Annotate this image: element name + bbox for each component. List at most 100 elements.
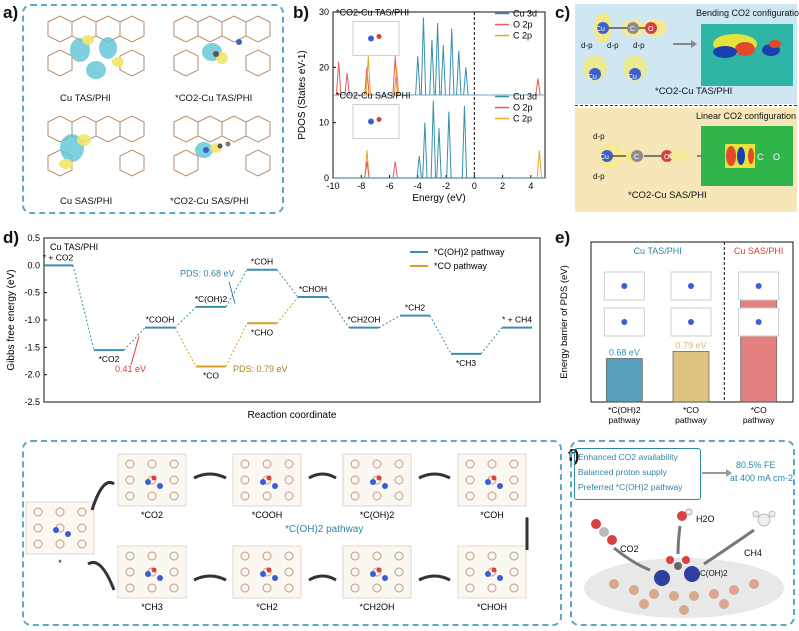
inset-atom [368, 35, 374, 42]
atom-label: C [634, 154, 639, 161]
bar [605, 358, 643, 403]
cycle-arrow [193, 574, 227, 582]
pdos-peak [416, 155, 422, 179]
panel-c-bottom-title: Linear CO2 configuration [696, 111, 797, 121]
state-label: *COOH [146, 315, 175, 325]
lattice-image [47, 115, 145, 177]
panel-c-letter: c) [555, 3, 571, 22]
copper-atom [272, 575, 278, 581]
lattice-ring [169, 567, 179, 577]
lattice-ring [394, 459, 404, 469]
lattice-ring [350, 567, 360, 577]
step-label: *COOH [252, 510, 283, 520]
lattice-ring [284, 475, 294, 485]
reaction-cycle: * *CO2 *COOH *C(OH)2 *COH *CHOH *CH2OH *CH2 *CH3 [25, 453, 529, 612]
pdos-peak [461, 106, 468, 179]
panel-a-label-2: *CO2-Cu TAS/PHI [175, 93, 253, 104]
pdos-peak [429, 39, 435, 96]
lattice-ring [125, 551, 135, 561]
panel-c-bottom-caption: *CO2-Cu SAS/PHI [628, 190, 707, 201]
step-label: *CH3 [141, 602, 163, 612]
lattice-ring [240, 551, 250, 561]
panel-f-illustration: CO2 H2O CH4 C(OH)2 [584, 508, 784, 618]
bar-value-label: 0.68 eV [609, 347, 640, 357]
panel-f-letter: f) [568, 446, 580, 465]
copper-atom [497, 575, 503, 581]
oxygen-atom [645, 22, 657, 34]
lattice-ring [465, 475, 475, 485]
lattice-ring [465, 567, 475, 577]
connector [174, 306, 197, 329]
step-label: * [58, 558, 62, 568]
lattice-ring [372, 459, 382, 469]
copper-atom [260, 479, 266, 485]
state-label: *C(OH)2 [195, 294, 228, 304]
pdos-peak [456, 50, 462, 96]
pdos-peak [364, 161, 370, 179]
y-tick-label: 10 [319, 118, 329, 128]
x-axis-label: Reaction coordinate [248, 410, 337, 421]
copper-atom [145, 571, 151, 577]
y-axis-label: Energy barrier of PDS (eV) [559, 265, 570, 379]
lattice-ring [240, 491, 250, 501]
subplot-title: *CO2-Cu TAS/PHI [336, 8, 409, 18]
category-label: pathway [675, 415, 707, 425]
structure-panel [25, 501, 95, 555]
structure-panel [457, 545, 527, 599]
legend-label: C 2p [513, 31, 532, 41]
cycle-structure [117, 545, 187, 599]
step-label: *COH [480, 510, 504, 520]
lattice-ring [33, 523, 43, 533]
pdos-peak [440, 45, 446, 96]
inset-structure [670, 271, 712, 301]
pdos-peak [422, 122, 428, 179]
cycle-arrow [418, 472, 451, 480]
connector [123, 327, 146, 351]
copper-atom [597, 22, 609, 34]
copper-atom [370, 479, 376, 485]
lattice-ring [372, 491, 382, 501]
structure-panel [117, 453, 187, 507]
panel-a-structure-3 [38, 112, 146, 188]
cycle-center-label: *C(OH)2 pathway [285, 524, 364, 535]
cycle-structure [232, 453, 302, 507]
species-label: H2O [696, 514, 715, 524]
lattice-ring [55, 539, 65, 549]
cycle-arrow [308, 574, 337, 582]
copper-atom [65, 531, 71, 537]
adsorbate-atom [491, 475, 497, 481]
lattice-ring [394, 475, 404, 485]
state-label: *CO2 [99, 354, 120, 364]
lattice-ring [284, 583, 294, 593]
structure-panel [342, 453, 412, 507]
inset-atom [755, 283, 762, 289]
state-label: *CHOH [299, 284, 327, 294]
cycle-structure [342, 453, 412, 507]
panel-a-frame: Cu TAS/PHI *CO2-Cu TAS/PHI Cu SAS/PHI [22, 4, 284, 214]
lattice-ring [147, 459, 157, 469]
panel-c-divider [575, 105, 797, 106]
y-axis-label: PDOS (States eV-1) [297, 50, 308, 139]
connector [429, 315, 452, 355]
pdos-peak [392, 56, 398, 96]
annotation: PDS: 0.79 eV [233, 364, 288, 374]
lattice-ring [55, 507, 65, 517]
lattice-ring [77, 507, 87, 517]
adsorbate-atom [151, 567, 157, 573]
atom-label: Cu [588, 74, 597, 81]
bond-label: d-p [607, 41, 619, 50]
panel-a-letter: a) [3, 3, 19, 22]
connector [225, 269, 248, 308]
pds-barrier-chart: Energy barrier of PDS (eV) Cu TAS/PHI Cu S… [559, 241, 794, 425]
legend-label: Cu 3d [513, 9, 537, 19]
lattice-ring [284, 491, 294, 501]
panel-f-bullet-2: Balanced proton supply [578, 467, 667, 477]
category-label: *C(OH)2 [608, 405, 641, 415]
state-label: *CH3 [456, 358, 477, 368]
lattice-ring [240, 567, 250, 577]
lattice-ring [350, 475, 360, 485]
panel-c-top-caption: *CO2-Cu TAS/PHI [655, 86, 733, 97]
lattice-ring [147, 551, 157, 561]
x-tick-label: -8 [357, 181, 365, 191]
annotation-arrow [130, 336, 140, 365]
